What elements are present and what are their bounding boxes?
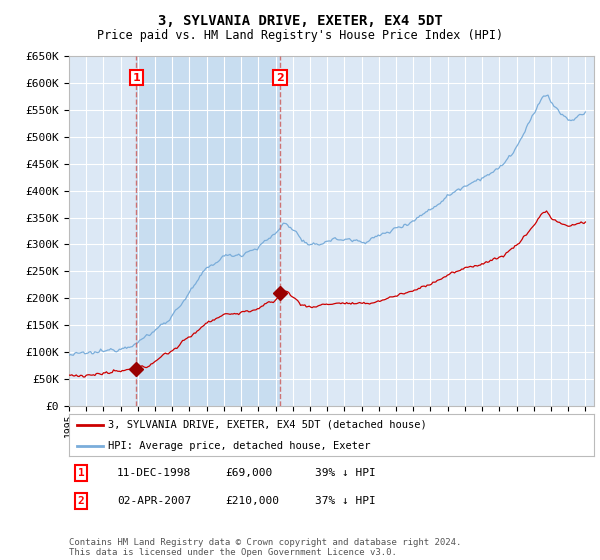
Text: 1: 1 xyxy=(133,73,140,82)
Text: 1: 1 xyxy=(77,468,85,478)
Text: £69,000: £69,000 xyxy=(225,468,272,478)
Text: 2: 2 xyxy=(77,496,85,506)
Text: 3, SYLVANIA DRIVE, EXETER, EX4 5DT (detached house): 3, SYLVANIA DRIVE, EXETER, EX4 5DT (deta… xyxy=(109,420,427,430)
Text: Contains HM Land Registry data © Crown copyright and database right 2024.
This d: Contains HM Land Registry data © Crown c… xyxy=(69,538,461,557)
Bar xyxy=(136,56,280,406)
Text: 37% ↓ HPI: 37% ↓ HPI xyxy=(315,496,376,506)
Text: 2: 2 xyxy=(276,73,284,82)
Text: 39% ↓ HPI: 39% ↓ HPI xyxy=(315,468,376,478)
Text: HPI: Average price, detached house, Exeter: HPI: Average price, detached house, Exet… xyxy=(109,441,371,451)
Text: £210,000: £210,000 xyxy=(225,496,279,506)
Text: 02-APR-2007: 02-APR-2007 xyxy=(117,496,191,506)
Text: 11-DEC-1998: 11-DEC-1998 xyxy=(117,468,191,478)
Text: 3, SYLVANIA DRIVE, EXETER, EX4 5DT: 3, SYLVANIA DRIVE, EXETER, EX4 5DT xyxy=(158,14,442,28)
Text: Price paid vs. HM Land Registry's House Price Index (HPI): Price paid vs. HM Land Registry's House … xyxy=(97,29,503,42)
